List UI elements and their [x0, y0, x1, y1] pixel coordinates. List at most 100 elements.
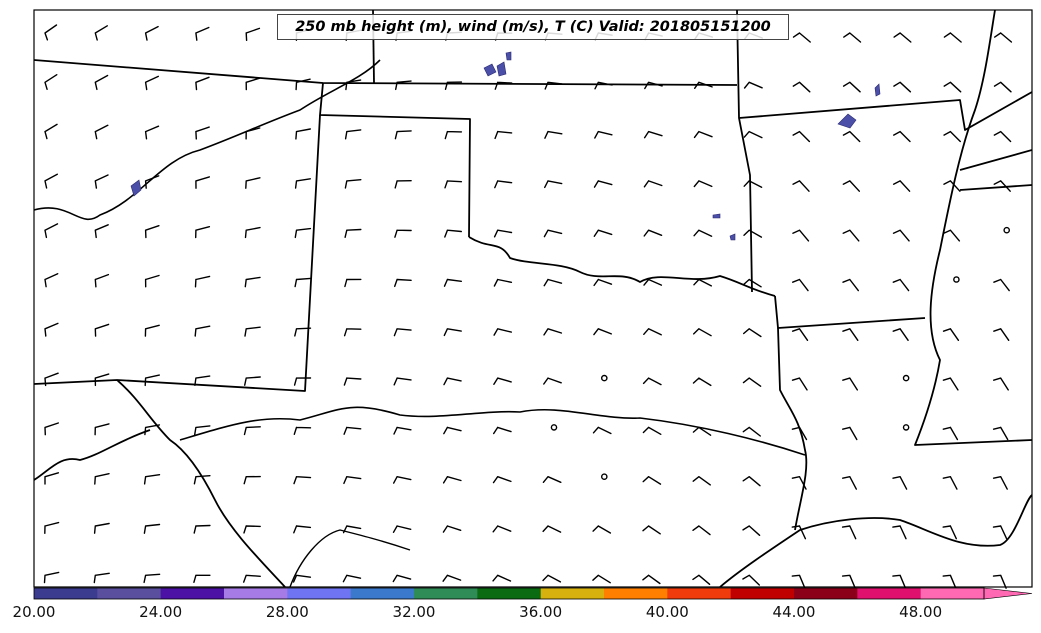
colorbar-segment	[794, 588, 858, 599]
wind-barb	[644, 81, 663, 90]
wind-barb	[892, 229, 910, 242]
wind-barb	[494, 130, 513, 140]
wind-barb	[994, 32, 1013, 43]
wind-barb	[893, 130, 911, 143]
wind-barb	[344, 278, 362, 288]
wind-barb	[394, 229, 412, 238]
wind-barb	[842, 130, 861, 143]
wind-barb	[693, 278, 712, 287]
wind-barb	[94, 124, 109, 140]
red-river	[468, 236, 776, 297]
colorbar-segment	[34, 588, 98, 599]
wind-barb	[195, 226, 211, 239]
wind-barb	[44, 372, 59, 387]
wind-barb	[842, 81, 861, 93]
wind-barb	[342, 574, 362, 583]
wind-barb	[43, 571, 60, 584]
wind-barb	[393, 328, 412, 337]
colorbar-tick-label: 36.00	[519, 603, 563, 621]
wind-barb	[193, 574, 211, 583]
wind-barb	[345, 79, 362, 91]
wind-barb	[542, 525, 562, 533]
wind-barb	[94, 224, 109, 239]
wind-barb	[193, 524, 211, 534]
wind-barb	[393, 476, 412, 484]
wind-barb	[593, 278, 613, 287]
wind-barb	[493, 426, 512, 435]
wind-barb	[444, 81, 463, 90]
wind-barb	[195, 26, 210, 41]
colorbar	[33, 587, 1033, 600]
wind-barb	[743, 130, 763, 139]
wind-barb	[992, 574, 1007, 589]
wind-barb	[243, 525, 261, 534]
wind-barb	[343, 426, 362, 435]
wind-barb	[343, 377, 362, 386]
wind-barb	[44, 74, 58, 90]
wind-barb	[194, 375, 211, 386]
wind-barb	[294, 178, 311, 189]
wind-barb	[493, 328, 512, 336]
state-border-new-mexico-texas	[34, 114, 321, 392]
wind-barb	[791, 328, 809, 341]
state-border-missouri-west	[736, 10, 753, 293]
wind-barb	[94, 423, 110, 436]
wind-barb	[594, 81, 613, 90]
wind-barb	[843, 32, 862, 43]
wind-barb	[892, 328, 909, 341]
wind-barb	[543, 328, 563, 336]
wind-barb	[94, 323, 110, 337]
wind-barb	[542, 574, 562, 583]
wind-barb	[243, 426, 261, 436]
wind-barb	[394, 278, 412, 288]
wind-barb	[94, 273, 110, 288]
colorbar-segment	[857, 588, 922, 599]
wind-barb	[344, 179, 362, 189]
colorbar-segment	[920, 588, 985, 599]
colorbar-tick-label: 32.00	[392, 603, 436, 621]
wind-barb	[94, 25, 108, 41]
wind-barb	[44, 322, 59, 337]
wind-barb	[743, 229, 763, 238]
wind-barb	[144, 274, 160, 288]
texas-south-river	[289, 529, 411, 587]
wind-barb	[194, 275, 211, 288]
colorbar-extend-arrow	[983, 587, 1033, 600]
wind-barb	[94, 373, 110, 387]
wind-barb	[94, 74, 109, 91]
wind-barb	[243, 574, 261, 583]
temp-blob	[837, 113, 857, 129]
wind-barb	[393, 377, 412, 386]
wind-barb	[643, 180, 663, 188]
wind-barb	[992, 426, 1009, 441]
wind-barb	[493, 377, 512, 385]
wind-barb	[443, 278, 462, 287]
wind-barb	[543, 377, 562, 385]
wind-barb	[791, 377, 808, 391]
wind-barb	[293, 525, 312, 534]
wind-barb	[693, 229, 713, 237]
wind-barb	[742, 377, 762, 387]
wind-barb	[842, 278, 859, 292]
wind-barb	[395, 80, 412, 91]
wind-barb	[442, 525, 462, 533]
wind-barb	[742, 426, 761, 437]
wind-barb	[993, 180, 1011, 192]
wind-barb	[244, 226, 261, 239]
wind-barb	[993, 81, 1012, 93]
wind-barb	[943, 229, 961, 242]
wind-barb	[642, 574, 661, 585]
wind-barb	[392, 574, 412, 583]
wind-barb	[643, 130, 663, 139]
wind-barb	[44, 223, 59, 239]
wind-barb	[344, 228, 362, 238]
wind-barb	[643, 328, 662, 336]
wind-barb	[643, 229, 663, 237]
gulf-coastline	[719, 494, 1032, 587]
wind-barb	[893, 81, 912, 93]
wind-barb	[792, 81, 811, 93]
wind-barb	[442, 476, 462, 484]
wind-barb	[443, 426, 462, 435]
wind-barb	[892, 278, 910, 292]
wind-barb	[144, 25, 159, 41]
